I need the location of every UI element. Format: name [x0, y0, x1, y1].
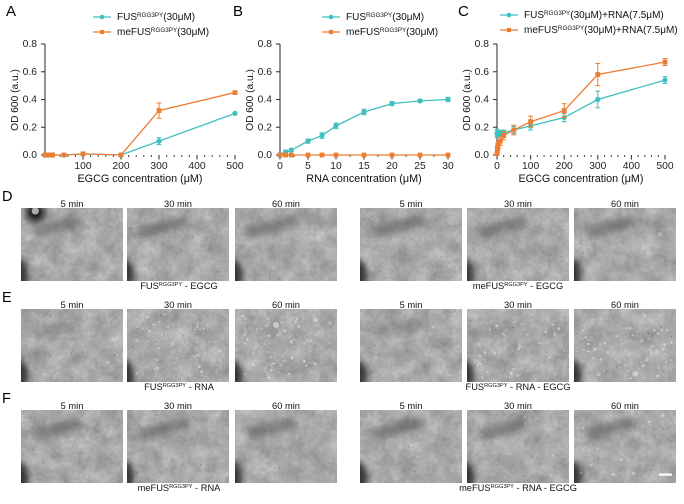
- svg-text:0.0: 0.0: [258, 150, 273, 161]
- svg-text:30 min: 30 min: [164, 199, 192, 209]
- svg-text:5: 5: [305, 161, 311, 172]
- svg-text:300: 300: [589, 161, 606, 172]
- svg-text:500: 500: [656, 161, 673, 172]
- svg-text:OD 600 (a.u.): OD 600 (a.u.): [462, 69, 473, 131]
- svg-text:300: 300: [150, 161, 167, 172]
- svg-text:0.2: 0.2: [23, 122, 38, 133]
- svg-text:500: 500: [226, 161, 243, 172]
- svg-text:400: 400: [623, 161, 640, 172]
- svg-text:60 min: 60 min: [611, 401, 639, 411]
- svg-text:200: 200: [556, 161, 573, 172]
- svg-text:OD 600 (a.u.): OD 600 (a.u.): [245, 69, 256, 131]
- svg-text:5 min: 5 min: [61, 300, 84, 310]
- svg-text:0: 0: [277, 161, 283, 172]
- svg-text:0.8: 0.8: [258, 39, 273, 50]
- svg-text:D: D: [2, 189, 12, 205]
- svg-text:60 min: 60 min: [272, 199, 300, 209]
- svg-text:5 min: 5 min: [400, 300, 423, 310]
- svg-text:25: 25: [414, 161, 426, 172]
- svg-text:60 min: 60 min: [611, 199, 639, 209]
- svg-text:10: 10: [330, 161, 342, 172]
- svg-text:0.4: 0.4: [475, 95, 490, 106]
- svg-text:FUSRGG3PY - RNA - EGCG: FUSRGG3PY - RNA - EGCG: [466, 382, 571, 392]
- svg-text:5 min: 5 min: [61, 401, 84, 411]
- svg-text:0.0: 0.0: [23, 150, 38, 161]
- svg-text:0.4: 0.4: [258, 95, 273, 106]
- svg-text:RNA concentration (μM): RNA concentration (μM): [306, 173, 421, 185]
- svg-text:100: 100: [522, 161, 539, 172]
- svg-text:OD 600 (a.u.): OD 600 (a.u.): [10, 69, 21, 131]
- svg-text:30 min: 30 min: [164, 401, 192, 411]
- svg-text:60 min: 60 min: [272, 401, 300, 411]
- svg-text:15: 15: [358, 161, 370, 172]
- svg-text:EGCG concentration (μM): EGCG concentration (μM): [518, 173, 643, 185]
- svg-text:100: 100: [74, 161, 91, 172]
- svg-text:200: 200: [112, 161, 129, 172]
- svg-text:5 min: 5 min: [400, 199, 423, 209]
- svg-text:0.2: 0.2: [258, 122, 273, 133]
- svg-text:C: C: [458, 3, 469, 20]
- svg-text:0.6: 0.6: [258, 67, 273, 78]
- svg-text:0.2: 0.2: [475, 122, 490, 133]
- svg-text:0.4: 0.4: [23, 95, 38, 106]
- svg-text:30 min: 30 min: [504, 199, 532, 209]
- svg-text:30 min: 30 min: [504, 300, 532, 310]
- svg-text:0.8: 0.8: [23, 39, 38, 50]
- svg-text:0.8: 0.8: [475, 39, 490, 50]
- svg-text:B: B: [233, 3, 243, 20]
- svg-text:400: 400: [188, 161, 205, 172]
- svg-text:E: E: [2, 290, 12, 306]
- svg-text:5 min: 5 min: [61, 199, 84, 209]
- svg-text:0: 0: [494, 161, 500, 172]
- svg-text:30 min: 30 min: [164, 300, 192, 310]
- svg-text:60 min: 60 min: [611, 300, 639, 310]
- svg-text:EGCG concentration (μM): EGCG concentration (μM): [77, 173, 202, 185]
- svg-text:A: A: [6, 3, 16, 20]
- svg-text:0.0: 0.0: [475, 150, 490, 161]
- svg-text:30: 30: [442, 161, 454, 172]
- svg-text:5 min: 5 min: [400, 401, 423, 411]
- svg-text:F: F: [2, 391, 11, 407]
- svg-text:0.6: 0.6: [475, 67, 490, 78]
- svg-text:meFUSRGG3PY - RNA - EGCG: meFUSRGG3PY - RNA - EGCG: [459, 483, 577, 493]
- svg-text:30 min: 30 min: [504, 401, 532, 411]
- svg-text:20: 20: [386, 161, 398, 172]
- svg-text:0.6: 0.6: [23, 67, 38, 78]
- svg-text:60 min: 60 min: [272, 300, 300, 310]
- svg-text:meFUSRGG3PY(30μM)+RNA(7.5μM): meFUSRGG3PY(30μM)+RNA(7.5μM): [524, 25, 678, 37]
